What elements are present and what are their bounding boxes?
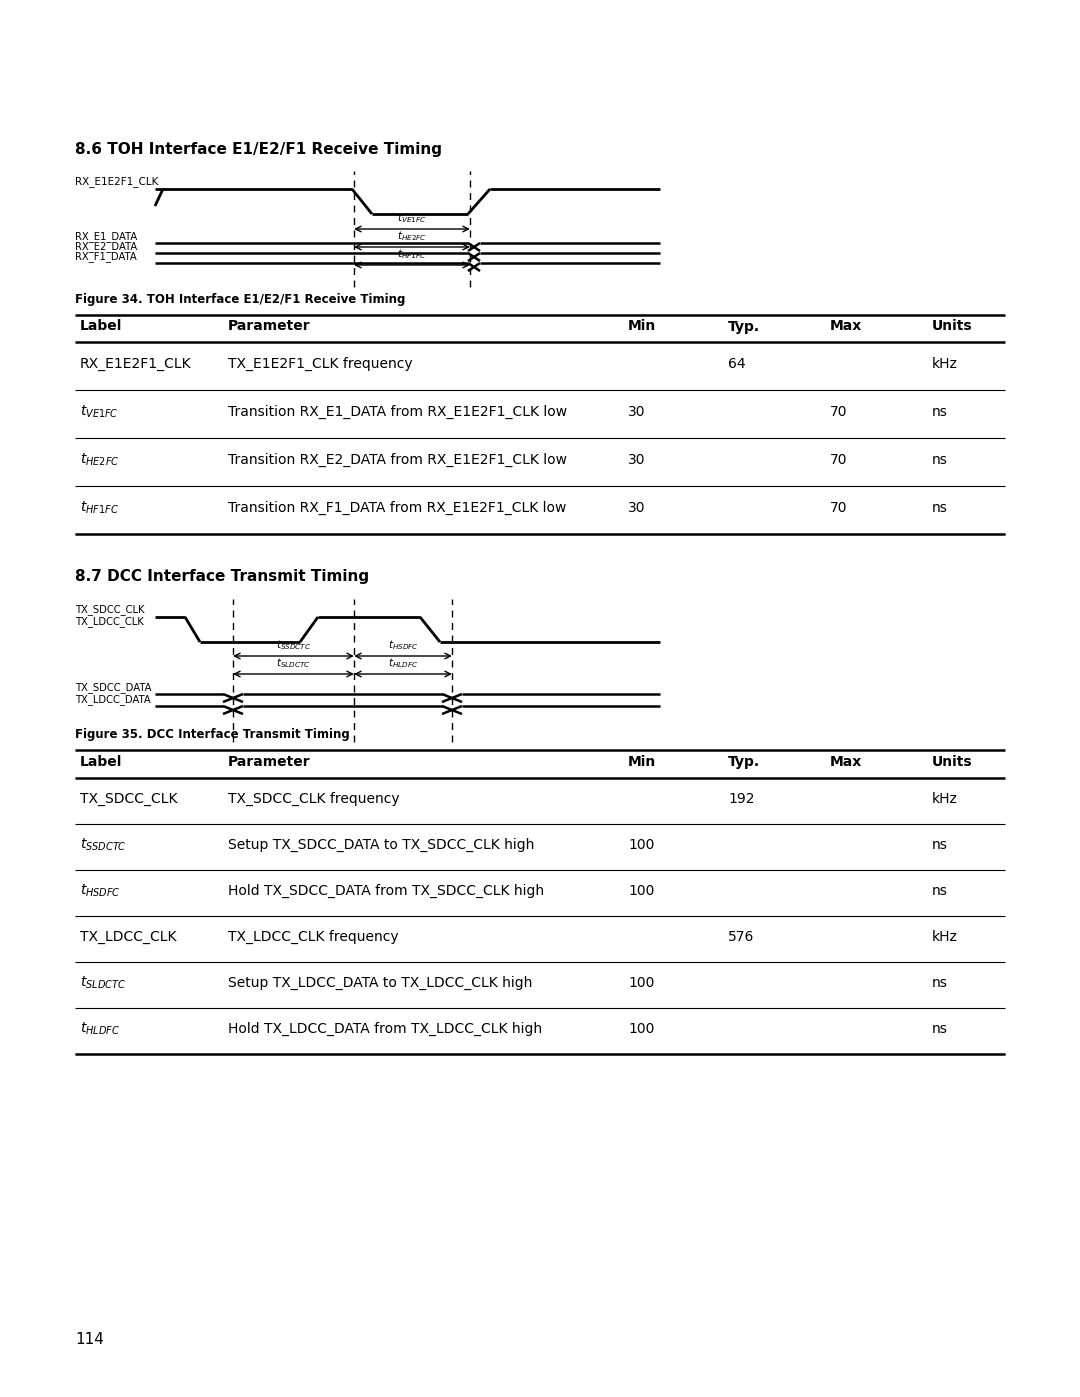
Text: 30: 30: [627, 502, 646, 515]
Text: Parameter: Parameter: [228, 320, 311, 334]
Text: 576: 576: [728, 930, 754, 944]
Text: Max: Max: [831, 320, 862, 334]
Text: kHz: kHz: [932, 930, 958, 944]
Text: TX_SDCC_CLK: TX_SDCC_CLK: [80, 792, 177, 806]
Text: Hold TX_SDCC_DATA from TX_SDCC_CLK high: Hold TX_SDCC_DATA from TX_SDCC_CLK high: [228, 884, 544, 898]
Text: Hold TX_LDCC_DATA from TX_LDCC_CLK high: Hold TX_LDCC_DATA from TX_LDCC_CLK high: [228, 1023, 542, 1037]
Text: kHz: kHz: [932, 792, 958, 806]
Text: Setup TX_SDCC_DATA to TX_SDCC_CLK high: Setup TX_SDCC_DATA to TX_SDCC_CLK high: [228, 838, 535, 852]
Text: $t_{SLDCTC}$: $t_{SLDCTC}$: [80, 975, 126, 992]
Text: $t_{HF1FC}$: $t_{HF1FC}$: [80, 500, 119, 517]
Text: 70: 70: [831, 453, 848, 467]
Text: ns: ns: [932, 977, 948, 990]
Text: Label: Label: [80, 320, 122, 334]
Text: RX_E2_DATA: RX_E2_DATA: [75, 242, 137, 251]
Text: RX_E1E2F1_CLK: RX_E1E2F1_CLK: [80, 358, 191, 372]
Text: 30: 30: [627, 453, 646, 467]
Text: $t_{HF1FC}$: $t_{HF1FC}$: [397, 247, 427, 261]
Text: 8.7 DCC Interface Transmit Timing: 8.7 DCC Interface Transmit Timing: [75, 569, 369, 584]
Text: Label: Label: [80, 754, 122, 768]
Text: TX_SDCC_DATA: TX_SDCC_DATA: [75, 682, 151, 693]
Text: 70: 70: [831, 502, 848, 515]
Text: RX_F1_DATA: RX_F1_DATA: [75, 251, 137, 263]
Text: 8.6 TOH Interface E1/E2/F1 Receive Timing: 8.6 TOH Interface E1/E2/F1 Receive Timin…: [75, 142, 442, 156]
Text: $t_{VE1FC}$: $t_{VE1FC}$: [397, 211, 427, 225]
Text: $t_{HSDFC}$: $t_{HSDFC}$: [80, 883, 121, 900]
Text: 100: 100: [627, 838, 654, 852]
Text: Figure 35. DCC Interface Transmit Timing: Figure 35. DCC Interface Transmit Timing: [75, 728, 350, 740]
Text: $t_{HLDFC}$: $t_{HLDFC}$: [388, 657, 418, 671]
Text: Setup TX_LDCC_DATA to TX_LDCC_CLK high: Setup TX_LDCC_DATA to TX_LDCC_CLK high: [228, 977, 532, 990]
Text: $t_{SSDCTC}$: $t_{SSDCTC}$: [275, 638, 311, 652]
Text: ns: ns: [932, 405, 948, 419]
Text: Max: Max: [831, 754, 862, 768]
Text: TX_LDCC_CLK: TX_LDCC_CLK: [75, 616, 144, 627]
Text: 100: 100: [627, 977, 654, 990]
Text: ns: ns: [932, 1023, 948, 1037]
Text: Figure 34. TOH Interface E1/E2/F1 Receive Timing: Figure 34. TOH Interface E1/E2/F1 Receiv…: [75, 293, 405, 306]
Text: Transition RX_E2_DATA from RX_E1E2F1_CLK low: Transition RX_E2_DATA from RX_E1E2F1_CLK…: [228, 453, 567, 467]
Text: Min: Min: [627, 320, 657, 334]
Text: $t_{VE1FC}$: $t_{VE1FC}$: [80, 404, 119, 420]
Text: $t_{HE2FC}$: $t_{HE2FC}$: [80, 451, 120, 468]
Text: Units: Units: [932, 754, 973, 768]
Text: RX_E1E2F1_CLK: RX_E1E2F1_CLK: [75, 176, 159, 187]
Text: 100: 100: [627, 1023, 654, 1037]
Text: Min: Min: [627, 754, 657, 768]
Text: TX_SDCC_CLK frequency: TX_SDCC_CLK frequency: [228, 792, 400, 806]
Text: TX_LDCC_CLK frequency: TX_LDCC_CLK frequency: [228, 930, 399, 944]
Text: RX_E1_DATA: RX_E1_DATA: [75, 231, 137, 242]
Text: $t_{HSDFC}$: $t_{HSDFC}$: [388, 638, 418, 652]
Text: 192: 192: [728, 792, 755, 806]
Text: TX_LDCC_DATA: TX_LDCC_DATA: [75, 694, 151, 705]
Text: 114: 114: [75, 1331, 104, 1347]
Text: 30: 30: [627, 405, 646, 419]
Text: TX_LDCC_CLK: TX_LDCC_CLK: [80, 930, 176, 944]
Text: ns: ns: [932, 884, 948, 898]
Text: ns: ns: [932, 502, 948, 515]
Text: $t_{HE2FC}$: $t_{HE2FC}$: [397, 229, 427, 243]
Text: 100: 100: [627, 884, 654, 898]
Text: Transition RX_F1_DATA from RX_E1E2F1_CLK low: Transition RX_F1_DATA from RX_E1E2F1_CLK…: [228, 502, 566, 515]
Text: TX_SDCC_CLK: TX_SDCC_CLK: [75, 604, 145, 615]
Text: $t_{SLDCTC}$: $t_{SLDCTC}$: [276, 657, 311, 671]
Text: $t_{SSDCTC}$: $t_{SSDCTC}$: [80, 837, 126, 854]
Text: 64: 64: [728, 358, 745, 372]
Text: Typ.: Typ.: [728, 320, 760, 334]
Text: TX_E1E2F1_CLK frequency: TX_E1E2F1_CLK frequency: [228, 356, 413, 372]
Text: ns: ns: [932, 838, 948, 852]
Text: ns: ns: [932, 453, 948, 467]
Text: Typ.: Typ.: [728, 754, 760, 768]
Text: Transition RX_E1_DATA from RX_E1E2F1_CLK low: Transition RX_E1_DATA from RX_E1E2F1_CLK…: [228, 405, 567, 419]
Text: 70: 70: [831, 405, 848, 419]
Text: Parameter: Parameter: [228, 754, 311, 768]
Text: $t_{HLDFC}$: $t_{HLDFC}$: [80, 1021, 120, 1037]
Text: kHz: kHz: [932, 358, 958, 372]
Text: Units: Units: [932, 320, 973, 334]
